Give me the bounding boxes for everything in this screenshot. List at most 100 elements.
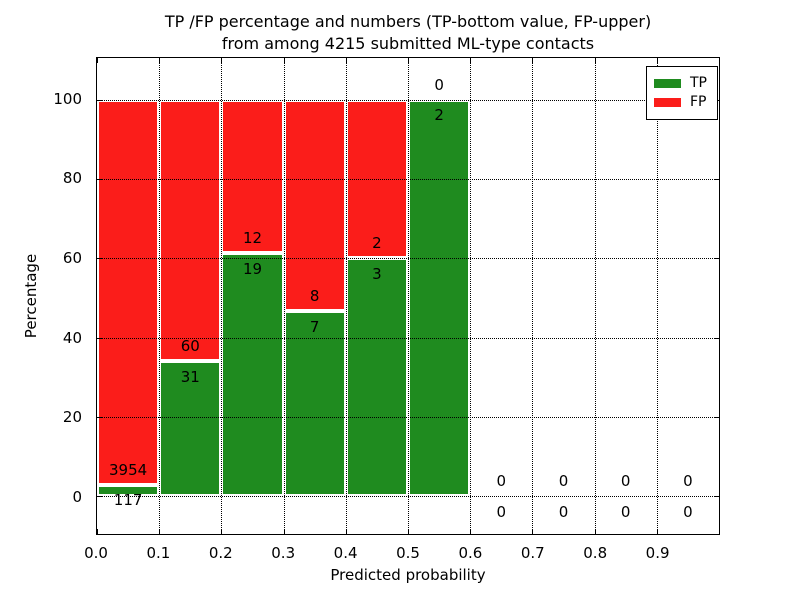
x-tick-mark-top <box>594 58 596 63</box>
y-tick-mark <box>97 99 102 101</box>
x-tick-mark-top <box>470 58 472 63</box>
ticks-layer <box>97 58 719 534</box>
count-label-fp: 0 <box>620 472 631 491</box>
gridline-vertical <box>159 58 161 534</box>
gridline-horizontal <box>97 258 719 260</box>
x-tick-mark <box>221 529 223 534</box>
x-axis-label: Predicted probability <box>330 566 486 584</box>
y-axis-ticks: 0 20 40 60 80 100 <box>0 57 88 535</box>
count-label-fp: 0 <box>683 472 693 491</box>
gridline-horizontal <box>97 337 719 339</box>
x-tick-mark <box>656 529 658 534</box>
chart-title-line2: from among 4215 submitted ML-type contac… <box>221 34 595 53</box>
y-tick-label: 20 <box>62 408 82 427</box>
legend: TP FP <box>646 66 718 120</box>
x-axis-ticks: 0.0 0.1 0.2 0.3 0.4 0.5 0.6 0.7 0.8 0.9 <box>84 544 720 564</box>
count-label-fp: 2 <box>372 234 382 253</box>
bar-fp <box>97 99 160 485</box>
x-tick-mark <box>470 529 472 534</box>
gridline-horizontal <box>97 416 719 418</box>
chart-title: TP /FP percentage and numbers (TP-bottom… <box>96 11 720 55</box>
bar-fp <box>283 99 346 312</box>
y-tick-mark <box>97 178 102 180</box>
count-label-tp: 0 <box>496 502 507 521</box>
y-tick-label: 80 <box>62 169 82 188</box>
tp-legend-label: TP <box>690 75 707 91</box>
grid-layer <box>97 58 719 534</box>
count-label-tp: 117 <box>113 491 143 510</box>
x-tick-mark <box>159 529 161 534</box>
y-axis-label: Percentage <box>22 253 40 339</box>
x-tick-mark <box>408 529 409 534</box>
y-tick-mark <box>97 258 102 260</box>
x-tick-label: 0.9 <box>645 544 670 562</box>
y-tick-mark <box>97 337 102 339</box>
count-label-fp: 0 <box>434 75 444 94</box>
plot-area: 3954 117 60 31 12 19 8 7 2 3 0 2 0 0 0 0 0 0 0 0 <box>96 57 720 535</box>
count-label-fp: 3954 <box>109 460 148 479</box>
gridline-vertical <box>221 58 223 534</box>
y-tick-mark-right <box>714 178 719 180</box>
x-tick-mark-top <box>532 58 534 63</box>
count-label-fp: 60 <box>180 337 200 356</box>
y-tick-label: 60 <box>62 249 82 268</box>
gridline-vertical <box>345 58 347 534</box>
x-tick-mark <box>97 529 98 534</box>
x-tick-label: 0.0 <box>84 544 108 562</box>
count-label-tp: 0 <box>620 502 631 521</box>
count-label-tp: 7 <box>309 317 320 336</box>
count-label-fp: 12 <box>242 229 263 248</box>
y-tick-mark-right <box>714 496 719 498</box>
x-tick-label: 0.7 <box>520 544 545 562</box>
x-tick-mark <box>594 529 596 534</box>
x-tick-mark <box>345 529 347 534</box>
gridline-vertical <box>283 58 285 534</box>
fp-legend-swatch <box>654 97 681 107</box>
count-label-tp: 0 <box>558 502 569 521</box>
bar-tp <box>159 361 222 497</box>
x-tick-mark-top <box>408 58 409 63</box>
y-tick-mark-right <box>714 258 719 260</box>
gridline-vertical <box>470 58 472 534</box>
x-tick-mark-top <box>221 58 223 63</box>
legend-item-fp: FP <box>654 94 710 110</box>
y-tick-mark-right <box>714 416 719 418</box>
count-label-tp: 0 <box>683 502 693 521</box>
bar-tp <box>345 258 408 497</box>
count-label-tp: 2 <box>434 106 444 125</box>
fp-legend-label: FP <box>690 94 707 110</box>
x-tick-label: 0.5 <box>396 544 420 562</box>
tp-legend-swatch <box>654 78 681 88</box>
y-tick-label: 0 <box>72 488 82 507</box>
bar-tp <box>283 311 346 497</box>
x-tick-mark <box>532 529 534 534</box>
count-label-fp: 0 <box>558 472 569 491</box>
gridline-horizontal <box>97 178 719 180</box>
x-tick-label: 0.3 <box>271 544 296 562</box>
gridline-vertical <box>408 58 409 534</box>
y-tick-label: 40 <box>62 328 82 347</box>
legend-item-tp: TP <box>654 75 710 91</box>
count-label-tp: 31 <box>180 367 200 386</box>
chart-title-line1: TP /FP percentage and numbers (TP-bottom… <box>164 12 652 31</box>
x-tick-label: 0.1 <box>146 544 171 562</box>
x-tick-label: 0.6 <box>458 544 483 562</box>
count-label-fp: 8 <box>309 287 320 306</box>
y-tick-label: 100 <box>53 89 82 108</box>
count-label-tp: 3 <box>372 264 382 283</box>
gridline-horizontal <box>97 496 719 498</box>
bar-tp <box>221 253 284 497</box>
bar-tp <box>97 484 160 497</box>
x-tick-label: 0.2 <box>208 544 233 562</box>
y-tick-mark <box>97 416 102 418</box>
y-tick-mark <box>97 496 102 498</box>
x-tick-mark-top <box>345 58 347 63</box>
gridline-horizontal <box>97 99 719 101</box>
count-label-tp: 19 <box>242 259 263 278</box>
x-tick-label: 0.8 <box>583 544 608 562</box>
x-tick-label: 0.4 <box>333 544 358 562</box>
bar-tp <box>408 99 471 497</box>
x-tick-mark-top <box>656 58 658 63</box>
x-tick-mark <box>283 529 285 534</box>
